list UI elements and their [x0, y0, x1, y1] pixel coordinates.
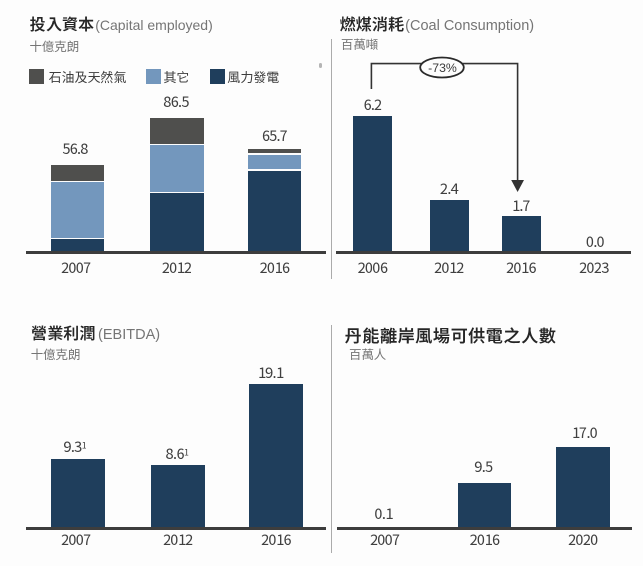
svg-text:-73%: -73% [428, 61, 457, 75]
